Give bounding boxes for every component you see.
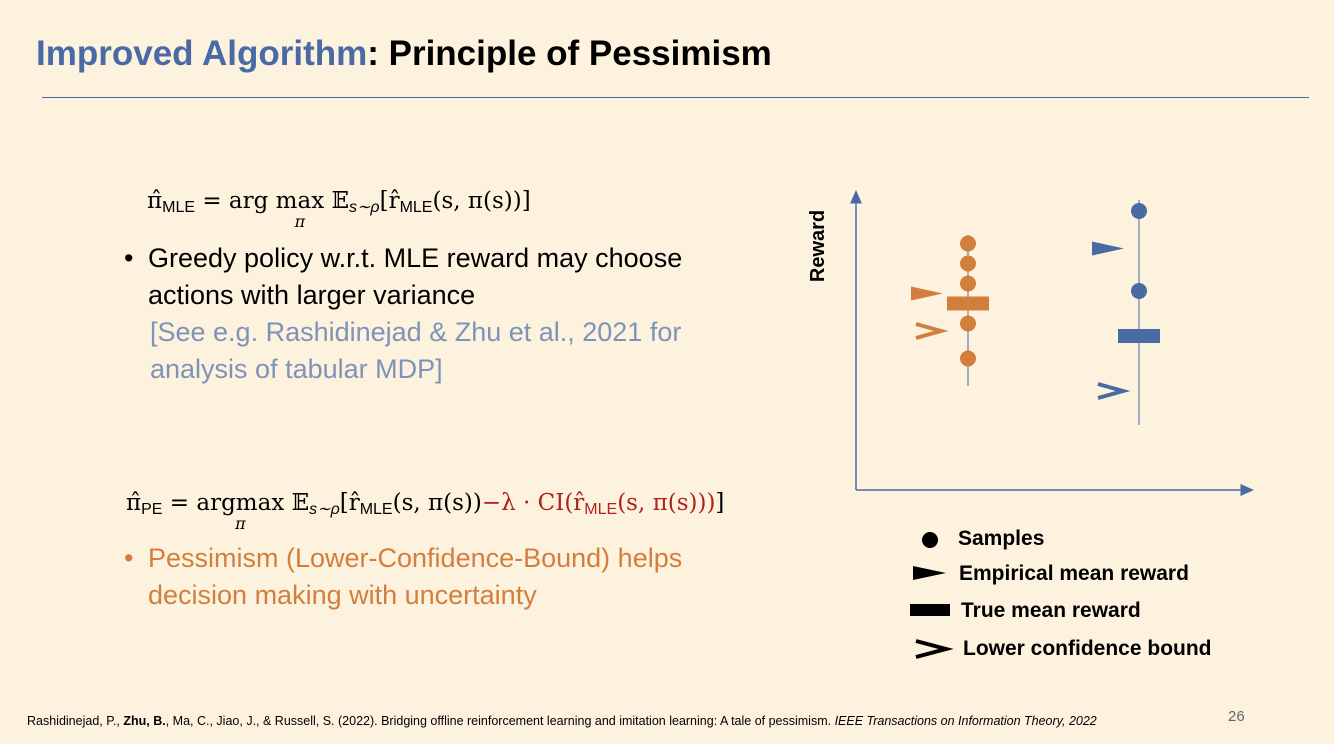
bullet1-ref2: analysis of tabular MDP] — [150, 354, 443, 384]
lcb-legend-icon — [915, 639, 954, 659]
bullet1-line2: actions with larger variance — [148, 280, 476, 310]
title-rest: Principle of Pessimism — [378, 34, 772, 73]
bullet1-line1: Greedy policy w.r.t. MLE reward may choo… — [148, 243, 683, 273]
orange-action-sample-point — [960, 350, 976, 367]
title-highlight: Improved Algorithm — [36, 34, 368, 73]
eq2-penalty-end: (s, π(s))) — [617, 490, 716, 516]
eq2-lhs-sub: PE — [141, 501, 163, 518]
footnote-author: Zhu, B. — [123, 714, 166, 728]
footnote-journal: IEEE Transactions on Information Theory,… — [834, 714, 1097, 728]
blue-action-true-mean-bar — [1118, 329, 1160, 343]
eq2-op: = — [162, 490, 197, 516]
blue-action-sample-point — [1131, 283, 1147, 299]
eq2-penalty: −λ · CI(r̂ — [481, 490, 585, 516]
footnote-pre: Rashidinejad, P., — [27, 714, 124, 728]
bullet1-ref1: [See e.g. Rashidinejad & Zhu et al., 202… — [150, 317, 682, 347]
eq1-under: π — [294, 212, 306, 231]
eq2-lhs: π̂ — [126, 490, 142, 516]
eq2-under: π — [235, 514, 246, 533]
eq2-argmax: argmax — [196, 490, 285, 516]
slide-title: Improved Algorithm: Principle of Pessimi… — [36, 34, 772, 74]
orange-action-sample-point — [960, 315, 976, 332]
bullet2-line2: decision making with uncertainty — [148, 580, 537, 610]
eq2-expect-sub: s∼ρ — [309, 501, 340, 518]
orange-action-lcb-chevron — [915, 322, 949, 340]
legend-empirical-mean: Empirical mean reward — [959, 562, 1189, 585]
title-divider — [42, 97, 1309, 98]
title-colon: : — [367, 34, 379, 73]
orange-action-true-mean-bar — [947, 296, 989, 311]
bullet-dot: • — [124, 543, 134, 573]
eq1-op: = arg — [195, 188, 276, 214]
samples-legend-icon — [922, 532, 938, 548]
eq1-lhs-sub: MLE — [162, 199, 196, 216]
legend-true-mean: True mean reward — [961, 599, 1141, 622]
bullet-dot: • — [124, 243, 134, 273]
eq1-max: max — [275, 188, 325, 214]
citation-footnote: Rashidinejad, P., Zhu, B., Ma, C., Jiao,… — [27, 714, 1097, 728]
eq2-body-sub: MLE — [359, 501, 393, 518]
y-axis-label: Reward — [807, 210, 829, 282]
eq2-penalty-sub: MLE — [584, 501, 618, 518]
eq2-expect: 𝔼 — [284, 490, 310, 516]
eq2-close: ] — [715, 490, 725, 516]
eq1-expect: 𝔼 — [324, 188, 350, 214]
blue-action-empirical-mean-flag — [1092, 241, 1124, 256]
orange-action-sample-point — [960, 235, 976, 252]
eq2-body-mid: (s, π(s)) — [392, 490, 482, 516]
bullet2-line1: Pessimism (Lower-Confidence-Bound) helps — [148, 543, 683, 573]
legend-samples: Samples — [958, 527, 1045, 550]
equation-pe: π̂PE = argmax π 𝔼s∼ρ[r̂MLE(s, π(s))−λ · C… — [126, 490, 725, 533]
orange-action-empirical-mean-flag — [911, 286, 943, 301]
footnote-mid: , Ma, C., Jiao, J., & Russell, S. (2022)… — [165, 714, 835, 728]
eq1-body: [r̂ — [379, 188, 400, 214]
orange-action-sample-point — [960, 255, 976, 272]
orange-action-sample-point — [960, 275, 976, 292]
eq1-body-end: (s, π(s))] — [432, 188, 531, 214]
true-mean-legend-icon — [910, 604, 950, 616]
eq2-body: [r̂ — [339, 490, 360, 516]
blue-action-lcb-chevron — [1097, 382, 1131, 400]
bullet-pessimism: • Pessimism (Lower-Confidence-Bound) hel… — [124, 540, 683, 614]
eq1-lhs: π̂ — [147, 188, 163, 214]
equation-mle: π̂MLE = arg max π 𝔼s∼ρ[r̂MLE(s, π(s))] — [147, 188, 531, 231]
empirical-mean-legend-icon — [913, 566, 946, 580]
eq1-body-sub: MLE — [399, 199, 433, 216]
page-number: 26 — [1228, 708, 1245, 725]
legend-lcb: Lower confidence bound — [963, 637, 1212, 660]
eq1-expect-sub: s∼ρ — [349, 199, 380, 216]
bullet-greedy: • Greedy policy w.r.t. MLE reward may ch… — [124, 240, 683, 388]
blue-action-sample-point — [1131, 203, 1147, 219]
